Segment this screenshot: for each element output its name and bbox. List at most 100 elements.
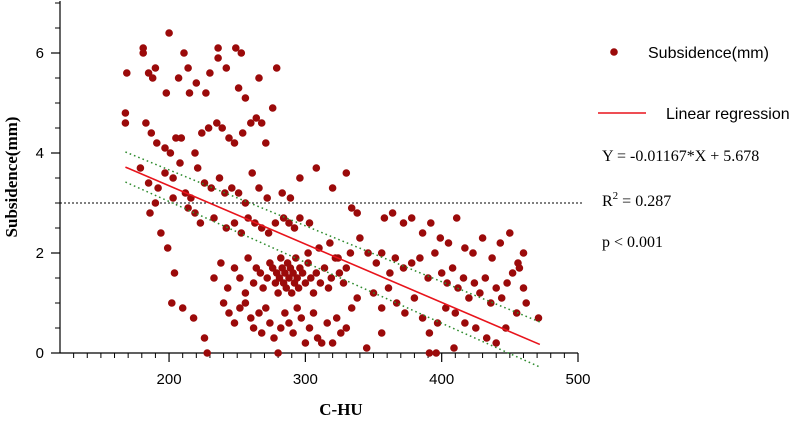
data-point xyxy=(304,249,312,257)
data-point xyxy=(436,234,445,242)
data-point xyxy=(399,264,408,272)
data-point xyxy=(305,219,314,227)
data-point xyxy=(275,274,284,282)
data-point xyxy=(169,174,177,182)
data-point xyxy=(166,149,175,157)
data-point xyxy=(259,284,267,292)
data-point xyxy=(168,299,176,307)
data-point xyxy=(316,279,325,287)
data-point xyxy=(497,294,506,302)
data-point xyxy=(174,74,183,82)
data-point xyxy=(478,234,487,242)
data-point xyxy=(184,64,192,72)
data-point xyxy=(257,119,266,127)
data-point xyxy=(153,139,161,147)
data-point xyxy=(237,49,246,57)
data-point xyxy=(215,174,224,182)
data-point xyxy=(476,289,484,297)
data-point xyxy=(225,134,233,142)
data-point xyxy=(262,304,270,312)
data-point xyxy=(286,194,295,202)
data-point xyxy=(347,204,356,212)
r-squared-value: = 0.287 xyxy=(618,193,671,210)
data-point xyxy=(461,319,469,327)
data-point xyxy=(506,229,514,237)
data-point xyxy=(285,274,293,282)
data-point xyxy=(289,269,297,277)
data-point xyxy=(162,89,171,97)
data-point xyxy=(148,74,157,82)
data-point xyxy=(320,264,329,272)
plot-area: 200 300 400 500 0 2 4 6 xyxy=(36,1,591,388)
data-point xyxy=(146,209,154,217)
data-point xyxy=(317,339,326,347)
data-point xyxy=(234,189,243,197)
data-point xyxy=(450,344,458,352)
data-point xyxy=(309,289,318,297)
data-point xyxy=(293,274,302,282)
data-point xyxy=(249,279,258,287)
data-point xyxy=(362,344,371,352)
data-point xyxy=(172,134,180,142)
r-squared: R2 = 0.287 xyxy=(602,190,671,210)
data-point xyxy=(241,289,250,297)
data-point xyxy=(277,324,285,332)
data-point xyxy=(230,139,239,147)
x-axis-title: C-HU xyxy=(319,400,362,419)
data-point xyxy=(335,269,344,277)
data-point xyxy=(144,69,153,77)
data-point xyxy=(292,254,300,262)
data-point xyxy=(123,69,131,77)
data-point xyxy=(218,124,226,132)
data-point xyxy=(324,284,333,292)
data-point xyxy=(290,224,299,232)
data-point xyxy=(328,184,337,192)
data-point xyxy=(214,44,222,52)
data-point xyxy=(200,179,209,187)
data-point xyxy=(230,219,239,227)
data-point xyxy=(121,119,130,127)
data-point xyxy=(213,119,221,127)
data-point xyxy=(470,279,479,287)
data-point xyxy=(469,249,477,257)
data-point xyxy=(217,259,225,267)
data-point xyxy=(433,319,442,327)
data-point xyxy=(277,254,285,262)
data-point xyxy=(342,324,351,332)
data-point xyxy=(169,194,177,202)
data-point xyxy=(191,149,199,157)
data-point xyxy=(297,314,306,322)
data-point xyxy=(285,219,293,227)
y-tick-label: 4 xyxy=(36,145,44,162)
data-point xyxy=(309,309,318,317)
data-point xyxy=(196,219,205,227)
data-point xyxy=(255,184,263,192)
data-point xyxy=(377,249,386,257)
data-point xyxy=(372,259,381,267)
data-point xyxy=(170,269,179,277)
data-point xyxy=(496,239,505,247)
data-point xyxy=(203,349,211,357)
data-point xyxy=(442,304,450,312)
data-point xyxy=(222,64,231,72)
data-point xyxy=(522,299,530,307)
data-point xyxy=(255,74,263,82)
data-point xyxy=(262,139,270,147)
data-point xyxy=(427,219,435,227)
data-point xyxy=(346,249,355,257)
data-point xyxy=(176,159,184,167)
data-point xyxy=(202,89,210,97)
data-point xyxy=(244,254,252,262)
data-point xyxy=(432,349,441,357)
data-point xyxy=(184,204,192,212)
data-point xyxy=(386,269,394,277)
data-point xyxy=(377,304,386,312)
data-point xyxy=(353,294,362,302)
data-point xyxy=(407,214,416,222)
x-tick-label: 500 xyxy=(565,371,590,388)
data-point xyxy=(236,274,244,282)
data-point xyxy=(332,314,341,322)
data-point xyxy=(248,169,256,177)
data-point xyxy=(221,189,229,197)
data-point xyxy=(307,274,315,282)
